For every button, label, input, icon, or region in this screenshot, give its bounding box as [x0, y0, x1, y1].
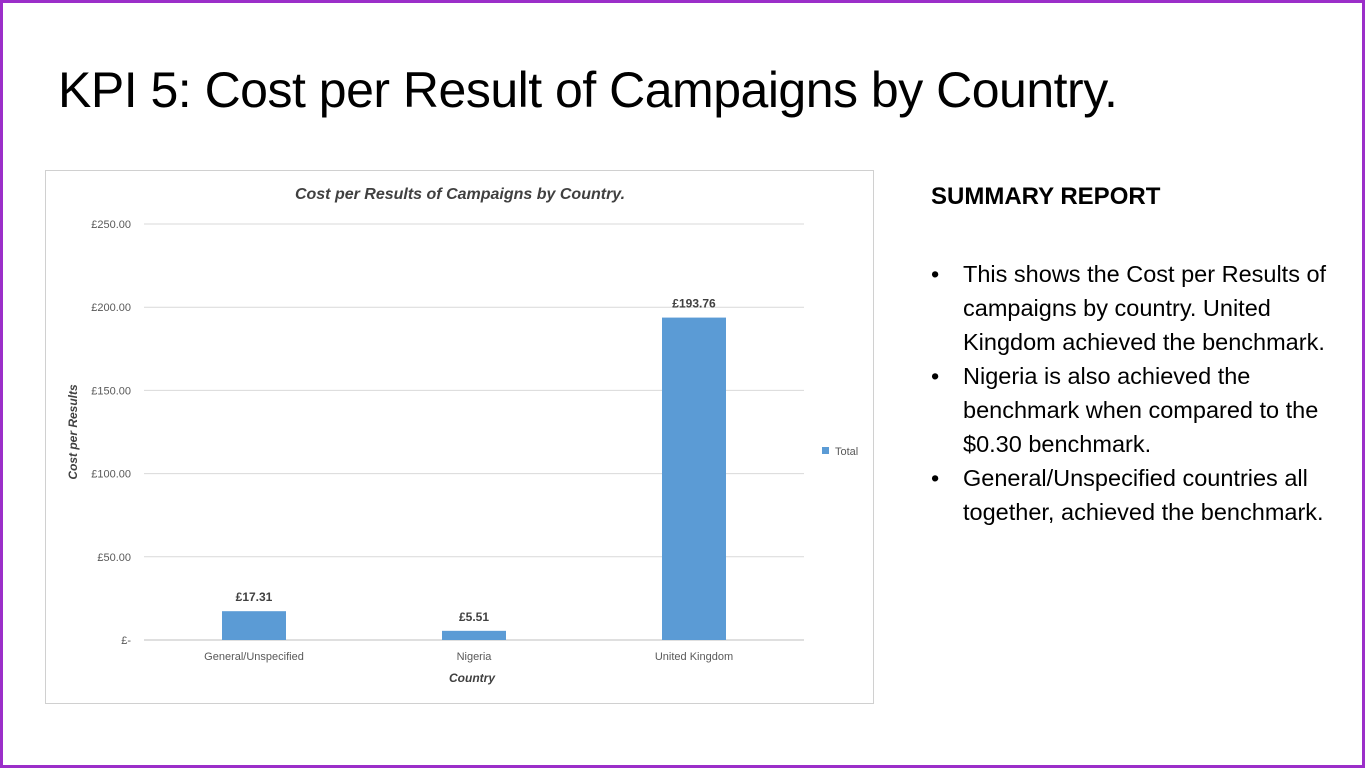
data-label: £17.31 [236, 590, 273, 604]
x-tick-label: Nigeria [457, 651, 493, 663]
bar [442, 630, 506, 640]
x-tick-label: General/Unspecified [204, 651, 304, 663]
chart-container: Cost per Results of Campaigns by Country… [45, 170, 874, 704]
y-tick-label: £200.00 [91, 302, 131, 314]
y-tick-label: £250.00 [91, 219, 131, 231]
summary-panel: SUMMARY REPORT This shows the Cost per R… [931, 183, 1363, 529]
bar [222, 611, 286, 640]
slide-title: KPI 5: Cost per Result of Campaigns by C… [58, 62, 1118, 118]
y-tick-label: £150.00 [91, 385, 131, 397]
bar [662, 317, 726, 640]
data-label: £5.51 [459, 610, 489, 624]
x-axis-title: Country [449, 671, 496, 685]
bar-chart: Cost per Results of Campaigns by Country… [66, 186, 858, 685]
summary-heading: SUMMARY REPORT [931, 183, 1161, 210]
data-label: £193.76 [672, 297, 716, 311]
chart-title: Cost per Results of Campaigns by Country… [295, 186, 625, 203]
summary-bullet: This shows the Cost per Results of campa… [931, 257, 1363, 359]
summary-list: This shows the Cost per Results of campa… [931, 257, 1363, 529]
summary-bullet: General/Unspecified countries all togeth… [931, 461, 1363, 529]
x-tick-label: United Kingdom [655, 651, 733, 663]
y-axis-title: Cost per Results [66, 384, 80, 480]
y-tick-label: £100.00 [91, 469, 131, 481]
y-tick-label: £50.00 [97, 552, 131, 564]
y-tick-label: £- [121, 635, 131, 647]
legend-label: Total [835, 446, 858, 458]
legend-swatch [822, 447, 829, 454]
summary-bullet: Nigeria is also achieved the benchmark w… [931, 359, 1363, 461]
